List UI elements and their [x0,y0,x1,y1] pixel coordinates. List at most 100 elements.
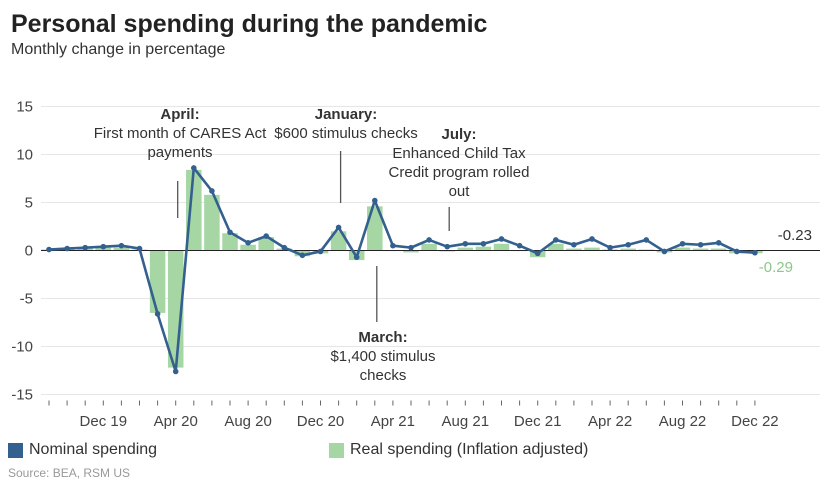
y-tick-label: 15 [16,99,33,116]
annotation-text: First month of CARES Act [94,125,267,142]
chart-svg: 15 10 5 0 -5 -10 -15 Dec 19 Apr 20 Aug 20 Dec 20 Ap… [11,99,820,430]
real-spending-bar [620,248,636,251]
nominal-spending-point [715,240,722,246]
real-spending-bar [548,243,564,251]
nominal-spending-point [299,252,306,259]
nominal-spending-point [625,241,631,248]
x-tick-label: Apr 21 [371,413,415,430]
annotation-title: January: [315,106,378,123]
real-spending-bar [674,247,691,251]
annotation-text: Enhanced Child Tax [392,145,526,162]
legend-real-swatch [329,442,344,458]
nominal-spending-point [100,243,107,250]
real-spending-bar [566,248,582,251]
nominal-spending-point [589,236,595,242]
real-spending-bar [222,233,238,251]
end-label-nominal: -0.23 [778,227,812,244]
annotation-text: $600 stimulus checks [274,125,417,142]
annotation-title: July: [441,126,476,143]
real-spending-bar [367,206,383,251]
nominal-spending-point [64,245,70,252]
legend-real-label: Real spending (Inflation adjusted) [350,441,589,458]
nominal-spending-point [281,244,288,251]
nominal-spending-point [752,249,758,256]
annotation-text: checks [360,367,407,384]
nominal-spending-point [643,237,650,243]
real-spending-bar [149,250,166,313]
legend-nominal-label: Nominal spending [29,441,158,458]
y-tick-label: 0 [25,243,33,260]
annotation-text: payments [147,144,212,161]
legend-nominal-swatch [8,442,23,458]
nominal-spending-line [48,166,755,373]
nominal-spending-point [480,240,487,247]
nominal-spending-point [335,224,342,231]
x-tick-label: Aug 22 [659,413,707,430]
chart-title: Personal spending during the pandemic [11,10,488,38]
nominal-spending-point [553,237,559,243]
real-spending-bar [457,247,474,251]
annotation-title: March: [358,329,407,346]
nominal-spending-point [661,248,668,255]
nominal-spending-point [734,248,740,255]
nominal-spending-point [209,188,215,194]
nominal-spending-point [372,197,378,204]
nominal-spending-point [444,243,451,250]
nominal-spending-point [408,244,414,251]
x-tick-label: Apr 20 [154,413,198,430]
real-spending-bar [421,243,437,251]
nominal-spending-point [317,248,324,255]
nominal-spending-point [154,311,161,317]
nominal-spending-point [245,240,251,246]
chart-subtitle: Monthly change in percentage [11,41,226,58]
y-tick-label: -15 [11,387,33,404]
nominal-spending-point [426,237,432,243]
nominal-spending-point [462,240,469,247]
real-spending-bar [710,248,727,251]
nominal-spending-point [516,242,523,249]
real-spending-bar [113,247,130,251]
y-tick-label: 10 [16,147,33,164]
annotation-text: out [449,183,471,200]
x-tick-label: Apr 22 [588,413,632,430]
source-note: Source: BEA, RSM US [8,466,131,480]
x-tick-label: Dec 21 [514,413,562,430]
annotation-text: $1,400 stimulus [330,348,435,365]
real-spending-bar [403,250,419,253]
annotation-title: April: [160,106,199,123]
nominal-spending-point [46,246,52,253]
legend-nominal: Nominal spending [8,441,157,459]
nominal-spending-point [571,241,577,248]
nominal-spending-point [697,241,704,248]
nominal-spending-point [82,244,88,251]
y-tick-label: -10 [11,339,33,356]
nominal-spending-point [498,236,505,242]
nominal-spending-point [390,242,396,249]
real-spending-bar [258,237,274,251]
real-spending-bar [204,194,220,251]
annotation-text: Credit program rolled [389,164,530,181]
real-spending-bar [186,169,202,251]
real-spending-bar [584,247,600,251]
x-tick-label: Dec 19 [80,413,128,430]
legend-real: Real spending (Inflation adjusted) [329,441,588,459]
nominal-spending-point [191,165,197,171]
end-label-real: -0.29 [759,259,793,276]
nominal-spending-point [679,240,686,247]
real-spending-bar [240,244,256,251]
nominal-spending-point [118,242,125,249]
real-spending-bar [475,246,492,251]
nominal-spending-point [534,250,541,257]
x-tick-label: Dec 20 [297,413,345,430]
real-spending-bar [493,243,510,251]
x-tick-label: Dec 22 [731,413,779,430]
nominal-spending-point [607,244,613,251]
nominal-spending-point [227,229,233,236]
nominal-spending-point [172,368,179,375]
real-spending-bar [692,248,709,251]
nominal-spending-point [136,245,143,252]
x-tick-label: Aug 21 [442,413,490,430]
y-tick-label: 5 [25,195,33,212]
nominal-spending-point [263,233,270,239]
x-tick-label: Aug 20 [224,413,272,430]
